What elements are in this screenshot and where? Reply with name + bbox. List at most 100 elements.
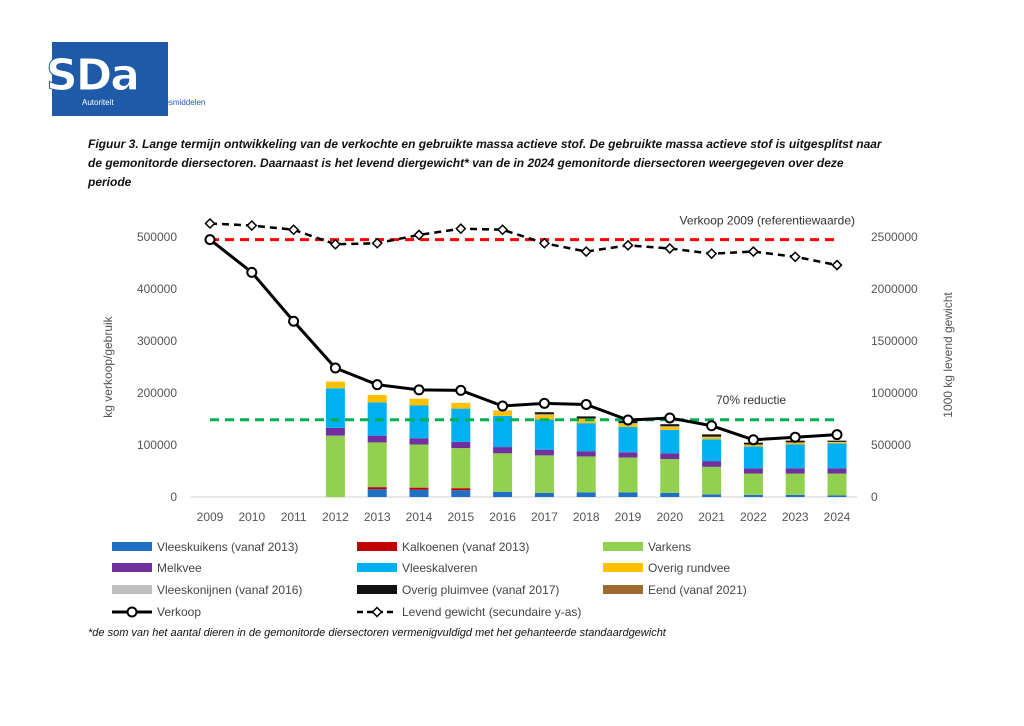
x-tick-label: 2023 xyxy=(782,510,809,524)
verkoop-point xyxy=(747,434,759,446)
chart-legend: Vleeskuikens (vanaf 2013) Kalkoenen (vana… xyxy=(112,540,747,619)
bar-segment xyxy=(785,442,805,445)
bar-segment xyxy=(785,494,805,497)
bar-segment xyxy=(367,435,387,443)
legend-swatch xyxy=(112,585,152,594)
y2-tick-label: 500000 xyxy=(871,438,911,452)
bar-segment xyxy=(660,426,680,430)
bar-segment xyxy=(451,402,471,409)
levend-gewicht-point xyxy=(664,242,676,255)
bar-segment xyxy=(660,426,680,427)
bar-segment xyxy=(534,419,554,450)
reference-label-verkoop-2009: Verkoop 2009 (referentiewaarde) xyxy=(680,214,855,228)
bar-segment xyxy=(325,388,345,428)
bar-segment xyxy=(409,444,429,488)
x-tick-label: 2022 xyxy=(740,510,767,524)
y2-tick-label: 0 xyxy=(871,490,878,504)
bar-segment xyxy=(618,492,638,497)
levend-gewicht-point xyxy=(246,219,258,232)
bar-segment xyxy=(367,487,387,490)
bar-segment xyxy=(827,468,847,474)
bar-segment xyxy=(743,468,763,474)
bar-segment xyxy=(367,442,387,488)
footnote: *de som van het aantal dieren in de gemo… xyxy=(88,627,666,639)
levend-gewicht-point xyxy=(204,217,216,230)
bar-segment xyxy=(534,492,554,497)
x-tick-label: 2019 xyxy=(615,510,642,524)
bar-segment xyxy=(409,398,429,406)
chart-reference-lines: Verkoop 2009 (referentiewaarde) 70% reduc… xyxy=(210,214,855,422)
bar-segment xyxy=(451,441,471,449)
bar-segment xyxy=(660,459,680,493)
x-tick-label: 2009 xyxy=(197,510,224,524)
bar-segment xyxy=(827,440,847,442)
reference-label-70-reductie: 70% reductie xyxy=(716,393,786,407)
logo-line-1: Autoriteit xyxy=(82,98,114,107)
bar-segment xyxy=(743,473,763,495)
bar-segment xyxy=(493,491,513,497)
bar-segment xyxy=(576,451,596,457)
y2-axis-title: 1000 kg levend gewicht xyxy=(941,292,955,418)
y-tick-label: 500000 xyxy=(137,230,177,244)
levend-gewicht-point xyxy=(580,245,592,258)
legend-label: Levend gewicht (secundaire y-as) xyxy=(402,605,581,619)
bar-segment xyxy=(409,487,429,490)
bar-segment xyxy=(451,488,471,491)
legend-swatch xyxy=(112,542,152,551)
x-tick-label: 2024 xyxy=(824,510,851,524)
verkoop-line xyxy=(209,238,838,442)
x-tick-label: 2014 xyxy=(406,510,433,524)
legend-label: Eend (vanaf 2021) xyxy=(648,583,747,597)
levend-gewicht-point xyxy=(622,239,634,251)
x-tick-label: 2018 xyxy=(573,510,600,524)
verkoop-point xyxy=(580,398,592,410)
y-axis-title: kg verkoop/gebruik xyxy=(101,315,115,417)
logo-text: SDa xyxy=(46,50,141,102)
verkoop-point xyxy=(789,431,801,443)
bar-segment xyxy=(493,410,513,416)
legend-swatch xyxy=(112,563,152,572)
y-tick-label: 300000 xyxy=(137,334,177,348)
bar-segment xyxy=(576,416,596,419)
verkoop-point xyxy=(706,420,718,432)
bar-segment xyxy=(702,437,722,440)
bar-segment xyxy=(702,434,722,435)
bar-segment xyxy=(409,438,429,445)
bar-segment xyxy=(702,439,722,462)
legend-swatch xyxy=(357,585,397,594)
bar-segment xyxy=(534,412,554,415)
bar-segment xyxy=(451,490,471,497)
bar-segment xyxy=(827,473,847,496)
verkoop-point xyxy=(329,362,341,374)
levend-gewicht-point xyxy=(371,237,383,249)
bar-segment xyxy=(451,448,471,489)
bar-segment xyxy=(785,444,805,469)
legend-label: Overig rundvee xyxy=(648,561,730,575)
verkoop-point xyxy=(664,412,676,424)
verkoop-point xyxy=(246,266,258,278)
bar-segment xyxy=(618,457,638,493)
bar-segment xyxy=(576,492,596,497)
bar-segment xyxy=(827,495,847,497)
x-tick-label: 2016 xyxy=(489,510,516,524)
bar-segment xyxy=(827,441,847,443)
bar-segment xyxy=(451,408,471,442)
legend-label: Varkens xyxy=(648,540,691,554)
bar-segment xyxy=(743,445,763,447)
bar-segment xyxy=(785,473,805,495)
verkoop-point xyxy=(622,414,634,426)
bar-segment xyxy=(493,447,513,454)
x-tick-label: 2012 xyxy=(322,510,349,524)
levend-gewicht-point xyxy=(455,223,467,235)
x-tick-label: 2021 xyxy=(698,510,725,524)
bar-segment xyxy=(618,426,638,453)
legend-label: Vleeskalveren xyxy=(402,561,477,575)
legend-swatch xyxy=(603,542,643,551)
levend-gewicht-point xyxy=(288,224,300,236)
y2-tick-label: 1000000 xyxy=(871,386,918,400)
bar-segment xyxy=(367,489,387,497)
x-tick-label: 2020 xyxy=(656,510,683,524)
verkoop-point xyxy=(204,234,216,246)
legend-label: Vleeskuikens (vanaf 2013) xyxy=(157,540,298,554)
